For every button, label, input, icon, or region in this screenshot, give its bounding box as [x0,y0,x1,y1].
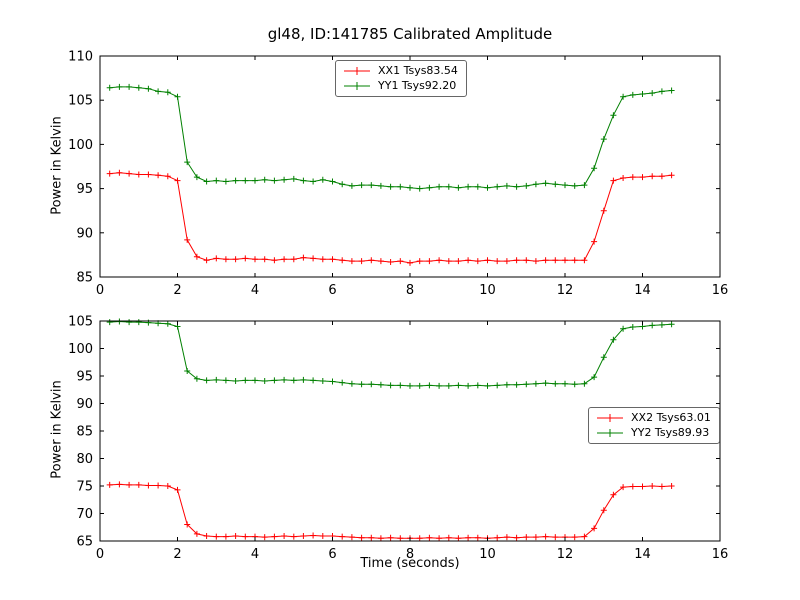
x-tick-label: 6 [328,547,336,562]
series-markers-yy1 [106,83,675,192]
y-tick-label: 105 [68,315,93,330]
y-tick-label: 80 [76,452,93,467]
series-line-yy1 [109,86,672,190]
legend-line-sample-yy1 [344,82,370,90]
x-tick-label: 16 [712,547,729,562]
legend-line-sample-yy2 [597,429,623,437]
x-tick-label: 8 [406,547,414,562]
y-tick-label: 75 [76,480,93,495]
y-tick-label: 105 [68,94,93,109]
x-tick-label: 14 [634,547,651,562]
y-axis-label-bottom: Power in Kelvin [49,380,65,479]
y-tick-label: 110 [68,50,93,65]
legend-label-yy2: YY2 Tsys89.93 [631,426,710,439]
legend-bottom: XX2 Tsys63.01 YY2 Tsys89.93 [588,407,720,444]
x-tick-label: 4 [251,283,259,298]
x-tick-label: 14 [634,283,651,298]
legend-entry-yy1: YY1 Tsys92.20 [342,80,458,92]
series-markers-yy2 [106,318,675,389]
series-markers-xx1 [106,169,675,266]
legend-top: XX1 Tsys83.54 YY1 Tsys92.20 [335,60,467,97]
series-line-yy2 [109,320,672,387]
x-tick-label: 2 [173,547,181,562]
subplot-0: 0 2 4 6 8 10 12 14 16 85 90 95 100 105 110 [68,50,728,299]
y-tick-label: 95 [76,370,93,385]
y-tick-label: 85 [76,425,93,440]
x-tick-label: 0 [96,283,104,298]
x-tick-label: 16 [712,283,729,298]
x-tick-label: 6 [328,283,336,298]
y-tick-label: 70 [76,507,93,522]
x-tick-label: 4 [251,547,259,562]
y-tick-label: 90 [76,397,93,412]
x-tick-label: 10 [479,283,496,298]
legend-line-sample-xx2 [597,414,623,422]
x-tick-label: 10 [479,547,496,562]
y-tick-label: 95 [76,182,93,197]
x-tick-label: 2 [173,283,181,298]
y-axis-label-top: Power in Kelvin [49,116,65,215]
legend-entry-yy2: YY2 Tsys89.93 [595,427,711,439]
legend-entry-xx2: XX2 Tsys63.01 [595,412,711,424]
y-tick-label: 100 [68,342,93,357]
legend-label-xx2: XX2 Tsys63.01 [631,411,711,424]
x-tick-label: 8 [406,283,414,298]
figure-title: gl48, ID:141785 Calibrated Amplitude [267,25,553,43]
x-tick-label: 0 [96,547,104,562]
y-tick-label: 90 [76,226,93,241]
y-tick-label: 85 [76,271,93,286]
legend-label-xx1: XX1 Tsys83.54 [378,64,458,77]
y-tick-label: 100 [68,138,93,153]
legend-entry-xx1: XX1 Tsys83.54 [342,65,458,77]
x-tick-label: 12 [557,547,574,562]
y-tick-label: 65 [76,535,93,550]
legend-label-yy1: YY1 Tsys92.20 [378,79,457,92]
series-line-xx2 [109,483,672,539]
subplot-1: 0 2 4 6 8 10 12 14 16 65 70 75 80 85 90 95 100 105 [68,315,728,563]
legend-line-sample-xx1 [344,67,370,75]
x-axis-label: Time (seconds) [360,556,460,571]
x-tick-label: 12 [557,283,574,298]
